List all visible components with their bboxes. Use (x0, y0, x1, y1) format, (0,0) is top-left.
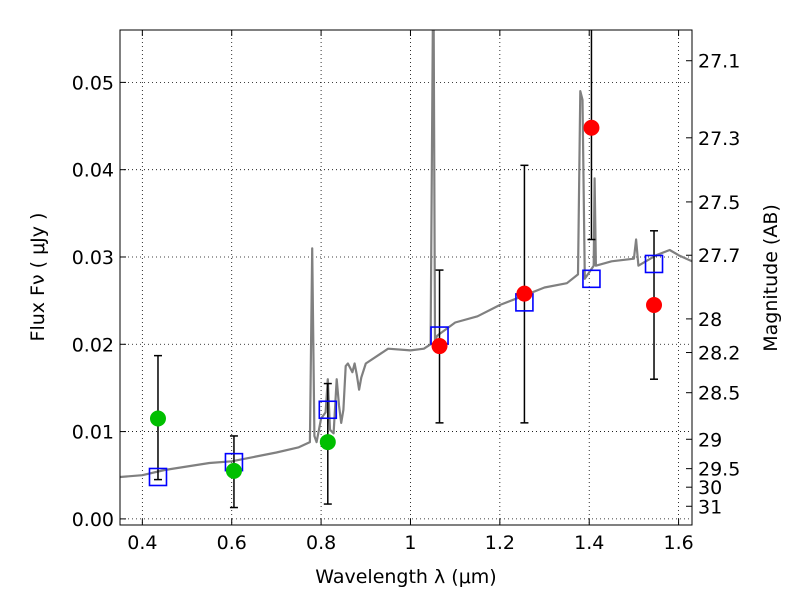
right-tick-label: 27.7 (698, 245, 740, 267)
x-tick-label: 1 (404, 532, 416, 554)
observation-point (516, 285, 533, 302)
right-tick-label: 28.2 (698, 343, 740, 365)
y-tick-label: 0.04 (72, 160, 114, 182)
x-tick-label: 0.6 (217, 532, 247, 554)
right-tick-label: 27.5 (698, 192, 740, 214)
x-tick-label: 1.2 (485, 532, 515, 554)
x-tick-label: 0.8 (306, 532, 336, 554)
y-tick-label: 0.05 (72, 72, 114, 94)
x-tick-label: 1.4 (574, 532, 604, 554)
x-tick-label: 1.6 (663, 532, 693, 554)
y-axis-label: Flux Fν ( μJy ) (27, 213, 49, 342)
right-tick-label: 31 (698, 496, 722, 518)
y-tick-label: 0.01 (72, 422, 114, 444)
spectrum-layer (120, 30, 692, 479)
spectrum-line (120, 30, 692, 479)
right-tick-label: 27.1 (698, 51, 740, 73)
observation-point (431, 338, 448, 355)
observation-point (646, 297, 663, 313)
observation-point (149, 410, 166, 427)
marker-layer (148, 119, 664, 487)
model-square-marker (148, 467, 168, 487)
right-tick-label: 30 (698, 477, 722, 499)
y-tick-label: 0.02 (72, 334, 114, 356)
observation-point (319, 434, 336, 451)
y-tick-label: 0.03 (72, 247, 114, 269)
model-square-marker (644, 254, 664, 274)
observation-point (583, 119, 600, 136)
plot-frame (119, 29, 693, 526)
x-tick-label: 0.4 (127, 532, 157, 554)
right-axis-label: Magnitude (AB) (760, 204, 782, 352)
right-tick-label: 29 (698, 429, 722, 451)
right-tick-label: 28.5 (698, 383, 740, 405)
right-tick-label: 29.5 (698, 459, 740, 481)
observation-point (225, 462, 242, 479)
model-square-marker (318, 400, 338, 420)
grid (120, 30, 692, 525)
x-axis-label: Wavelength λ (μm) (315, 566, 496, 588)
y-tick-label: 0.00 (72, 509, 114, 531)
tick-layer: 0.4 0.6 0.8 1 1.2 1.4 1.6 0.00 0.01 0.02 0.03 0.04 0… (72, 30, 740, 554)
right-tick-label: 28 (698, 309, 722, 331)
model-square-marker (582, 269, 601, 289)
right-tick-label: 27.3 (698, 128, 740, 150)
